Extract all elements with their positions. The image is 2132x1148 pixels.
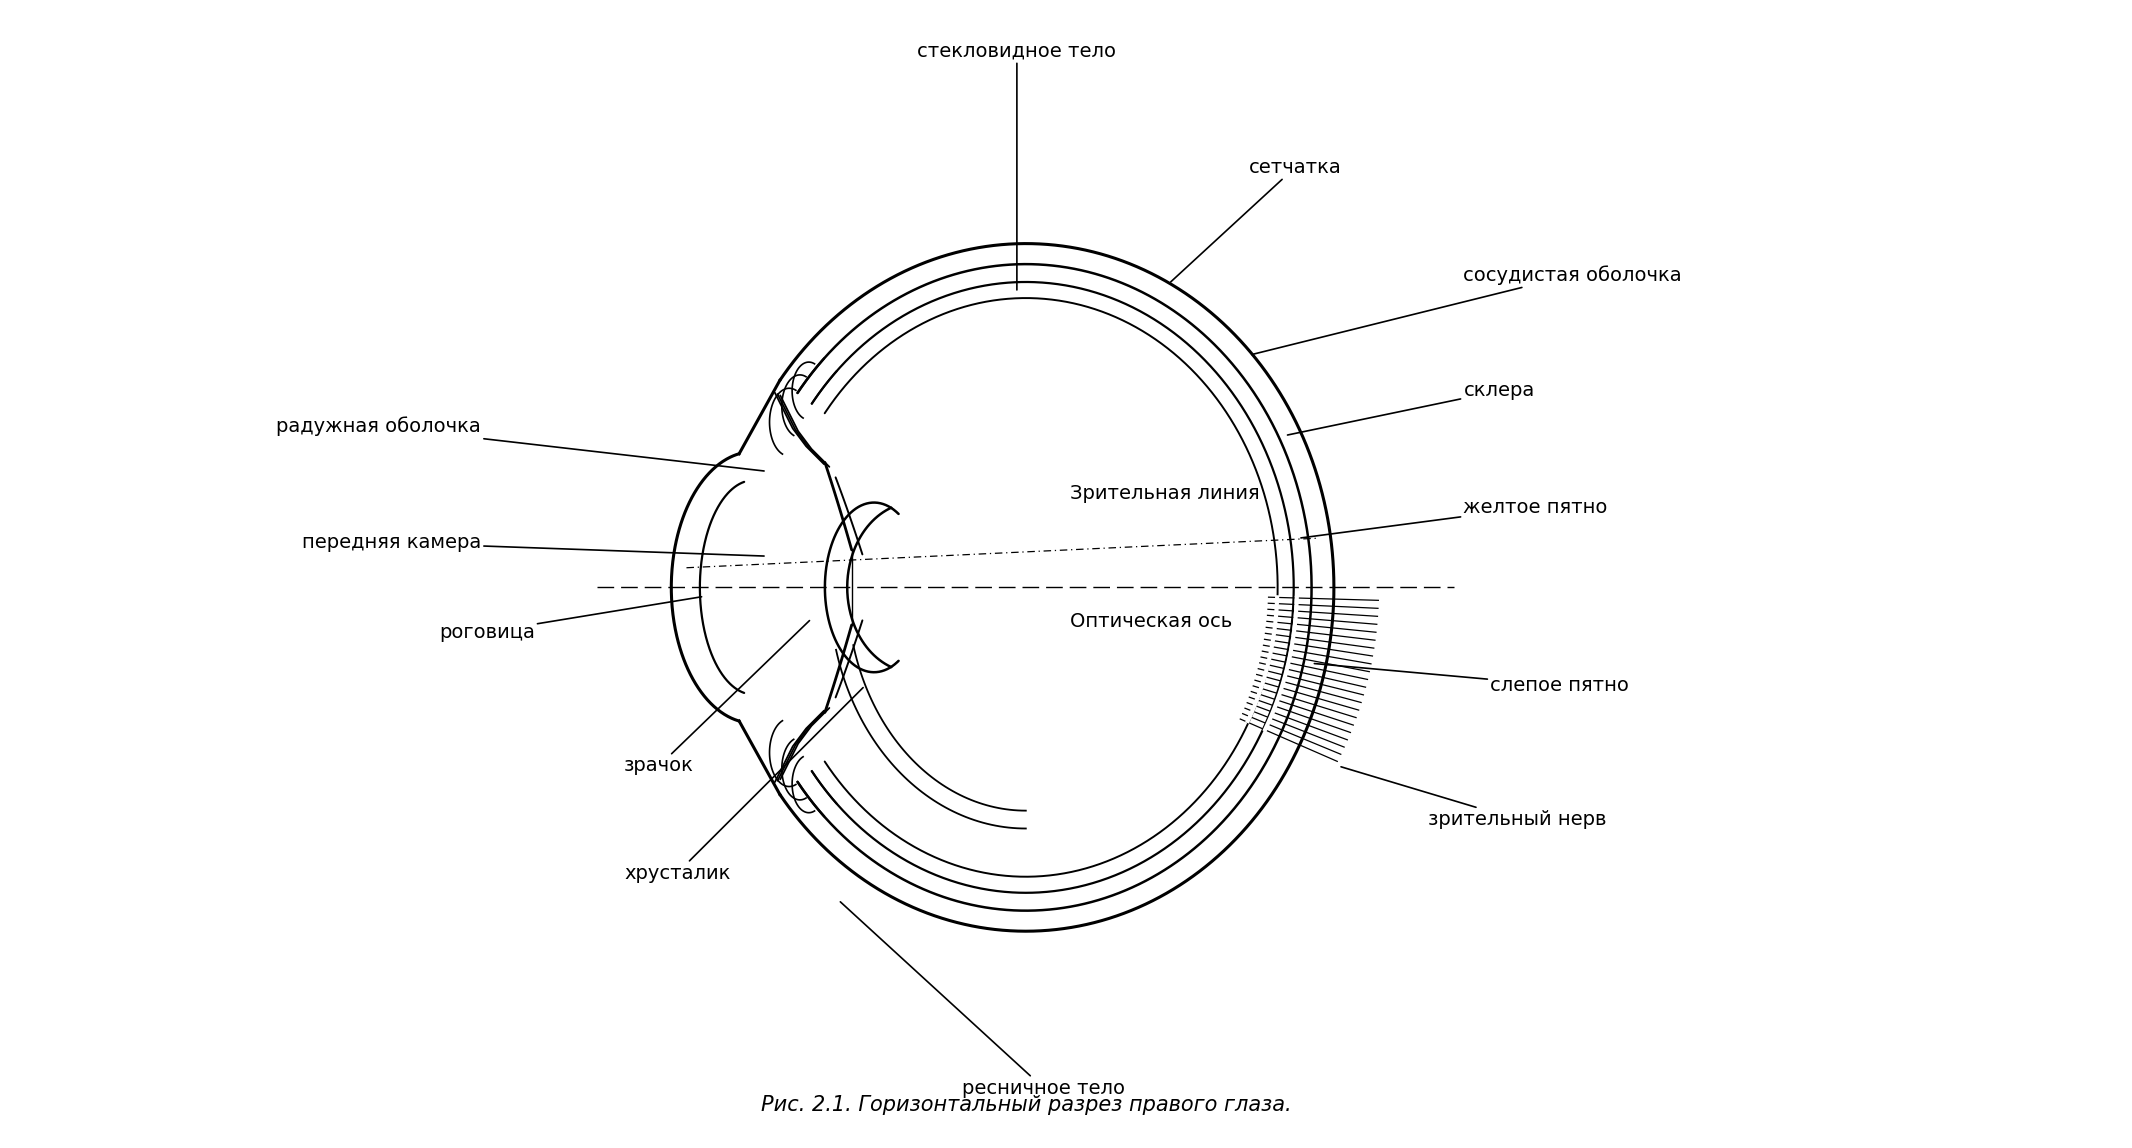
Text: склера: склера [1288,381,1535,435]
Text: желтое пятно: желтое пятно [1301,497,1608,538]
Text: радужная оболочка: радужная оболочка [277,417,763,471]
Text: сосудистая оболочка: сосудистая оболочка [1251,265,1682,355]
Text: Оптическая ось: Оптическая ось [1070,612,1232,631]
Text: слепое пятно: слепое пятно [1313,664,1629,696]
Text: Рис. 2.1. Горизонтальный разрез правого глаза.: Рис. 2.1. Горизонтальный разрез правого … [761,1095,1292,1116]
Text: роговица: роговица [439,597,701,642]
Text: Зрительная линия: Зрительная линия [1070,483,1260,503]
Text: хрусталик: хрусталик [625,688,863,883]
Text: зрачок: зрачок [625,621,810,776]
Text: сетчатка: сетчатка [1170,157,1341,282]
Text: зрительный нерв: зрительный нерв [1341,767,1605,829]
Text: стекловидное тело: стекловидное тело [917,41,1117,290]
Text: ресничное тело: ресничное тело [840,902,1126,1097]
Text: передняя камера: передняя камера [303,533,763,556]
